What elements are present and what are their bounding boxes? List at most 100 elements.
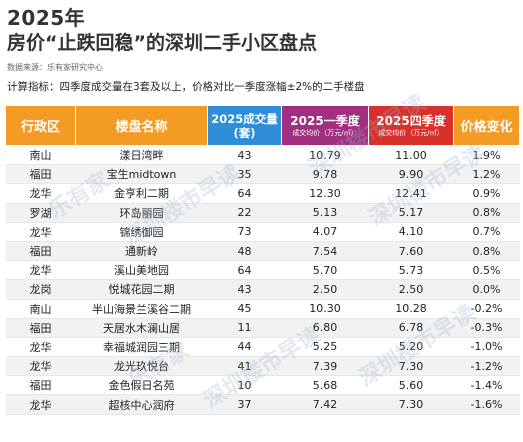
volume-cell: 45 (207, 299, 282, 319)
volume-cell: 64 (207, 183, 282, 204)
table-row: 南山 半山海景兰溪谷二期 45 10.30 10.28 -0.2% (5, 299, 520, 319)
q4-price-cell: 5.17 (368, 203, 454, 223)
estate-name-cell: 溪山美地园 (75, 260, 208, 281)
estate-name-cell: 超核中心润府 (75, 394, 208, 415)
q4-price-cell: 5.60 (368, 375, 454, 396)
q4-price-cell: 2.50 (368, 279, 454, 300)
table-row: 龙华 金亨利二期 64 12.30 12.41 0.9% (5, 183, 520, 204)
district-cell: 龙岗 (5, 279, 76, 300)
q1-price-cell: 7.39 (281, 356, 369, 377)
q1-price-cell: 10.79 (281, 145, 369, 166)
price-change-cell: -0.3% (453, 318, 520, 338)
estate-name-cell: 龙光玖悦台 (75, 356, 208, 377)
estate-name-cell: 环岛丽园 (75, 203, 208, 223)
district-cell: 龙华 (5, 222, 76, 242)
district-cell: 龙华 (5, 337, 76, 358)
header-estate: 楼盘名称 (75, 105, 208, 146)
price-change-cell: 0.8% (453, 241, 520, 262)
header-volume: 2025成交量 (套) (207, 105, 282, 146)
criteria-text: 计算指标：四季度成交量在3套及以上，价格对比一季度涨幅±2%的二手楼盘 (7, 81, 365, 93)
volume-cell: 44 (207, 337, 282, 358)
table-body: 南山 漾日湾畔 43 10.79 11.00 1.9% 福田 宝生midtown 35 9.78 9… (5, 145, 520, 415)
header-volume-line1: 2025成交量 (211, 111, 278, 126)
q1-price-cell: 5.13 (281, 203, 369, 223)
price-change-cell: -1.0% (453, 337, 520, 358)
volume-cell: 43 (207, 279, 282, 300)
q1-price-cell: 9.78 (281, 164, 369, 185)
page-title-year: 2025年 (7, 6, 86, 30)
district-cell: 龙华 (5, 260, 76, 281)
price-change-cell: -1.2% (453, 356, 520, 377)
table-row: 龙华 超核中心润府 37 7.42 7.30 -1.6% (5, 394, 520, 415)
volume-cell: 43 (207, 145, 282, 166)
table-row: 龙华 幸福城润园三期 44 5.25 5.20 -1.0% (5, 337, 520, 358)
district-cell: 福田 (5, 318, 76, 338)
volume-cell: 35 (207, 164, 282, 185)
table-row: 福田 宝生midtown 35 9.78 9.90 1.2% (5, 164, 520, 185)
district-cell: 龙华 (5, 183, 76, 204)
header-q4-sub: 成交均价（万元/㎡） (378, 128, 444, 137)
q1-price-cell: 10.30 (281, 299, 369, 319)
q4-price-cell: 5.20 (368, 337, 454, 358)
q4-price-cell: 6.78 (368, 318, 454, 338)
district-cell: 龙华 (5, 394, 76, 415)
price-change-cell: 0.0% (453, 279, 520, 300)
price-change-cell: 0.8% (453, 203, 520, 223)
q4-price-cell: 7.60 (368, 241, 454, 262)
q1-price-cell: 4.07 (281, 222, 369, 242)
price-change-cell: 0.9% (453, 183, 520, 204)
district-cell: 龙华 (5, 356, 76, 377)
price-change-cell: 1.9% (453, 145, 520, 166)
q4-price-cell: 10.28 (368, 299, 454, 319)
table-row: 龙华 龙光玖悦台 41 7.39 7.30 -1.2% (5, 356, 520, 377)
table-row: 罗湖 环岛丽园 22 5.13 5.17 0.8% (5, 203, 520, 223)
estate-name-cell: 漾日湾畔 (75, 145, 208, 166)
q1-price-cell: 5.25 (281, 337, 369, 358)
district-cell: 福田 (5, 241, 76, 262)
district-cell: 福田 (5, 375, 76, 396)
district-cell: 福田 (5, 164, 76, 185)
q4-price-cell: 4.10 (368, 222, 454, 242)
header-q1-title: 2025一季度 (290, 113, 360, 128)
price-change-cell: 1.2% (453, 164, 520, 185)
volume-cell: 22 (207, 203, 282, 223)
header-q4: 2025四季度 成交均价（万元/㎡） (368, 105, 454, 146)
district-cell: 罗湖 (5, 203, 76, 223)
table-row: 龙华 锦绣御园 73 4.07 4.10 0.7% (5, 222, 520, 242)
q4-price-cell: 5.73 (368, 260, 454, 281)
header-q1: 2025一季度 成交均价（万元/㎡） (281, 105, 369, 146)
q1-price-cell: 6.80 (281, 318, 369, 338)
volume-cell: 10 (207, 375, 282, 396)
estate-name-cell: 幸福城润园三期 (75, 337, 208, 358)
estate-name-cell: 天居水木澜山居 (75, 318, 208, 338)
table-header-row: 行政区 楼盘名称 2025成交量 (套) 2025一季度 成交均价（万元/㎡） … (5, 105, 520, 146)
header-q4-title: 2025四季度 (376, 113, 446, 128)
q1-price-cell: 5.70 (281, 260, 369, 281)
table-row: 龙岗 悦城花园二期 43 2.50 2.50 0.0% (5, 279, 520, 300)
table-row: 福田 天居水木澜山居 11 6.80 6.78 -0.3% (5, 318, 520, 338)
q1-price-cell: 12.30 (281, 183, 369, 204)
price-change-cell: -1.4% (453, 375, 520, 396)
estate-table: 行政区 楼盘名称 2025成交量 (套) 2025一季度 成交均价（万元/㎡） … (5, 105, 520, 415)
data-source: 数据来源：乐有家研究中心 (7, 63, 103, 72)
q4-price-cell: 11.00 (368, 145, 454, 166)
q4-price-cell: 12.41 (368, 183, 454, 204)
table-row: 福田 金色假日名苑 10 5.68 5.60 -1.4% (5, 375, 520, 396)
estate-name-cell: 宝生midtown (75, 164, 208, 185)
price-change-cell: 0.7% (453, 222, 520, 242)
volume-cell: 11 (207, 318, 282, 338)
q1-price-cell: 7.42 (281, 394, 369, 415)
header-volume-line2: (套) (233, 125, 256, 140)
price-change-cell: -1.6% (453, 394, 520, 415)
table-row: 福田 通新岭 48 7.54 7.60 0.8% (5, 241, 520, 262)
q1-price-cell: 7.54 (281, 241, 369, 262)
price-change-cell: -0.2% (453, 299, 520, 319)
estate-name-cell: 通新岭 (75, 241, 208, 262)
estate-name-cell: 半山海景兰溪谷二期 (75, 299, 208, 319)
volume-cell: 48 (207, 241, 282, 262)
q4-price-cell: 7.30 (368, 394, 454, 415)
estate-name-cell: 金亨利二期 (75, 183, 208, 204)
header-district: 行政区 (5, 105, 76, 146)
volume-cell: 73 (207, 222, 282, 242)
district-cell: 南山 (5, 145, 76, 166)
